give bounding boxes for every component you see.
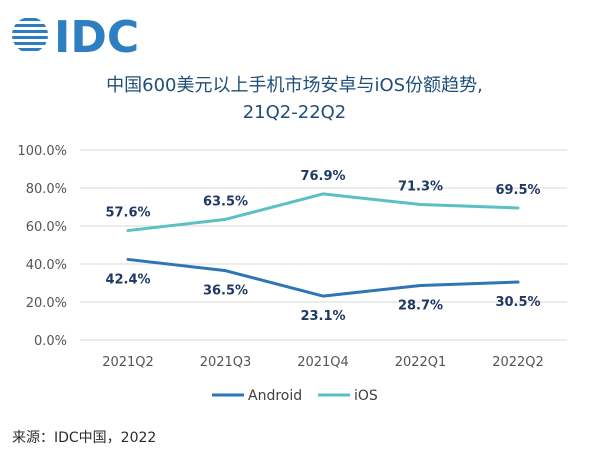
- data-label: 63.5%: [203, 194, 248, 209]
- series-lines: [126, 192, 520, 298]
- y-tick-label: 0.0%: [34, 334, 67, 349]
- idc-logo: IDC: [8, 10, 148, 64]
- x-tick-label: 2022Q2: [492, 355, 544, 370]
- logo-text: IDC: [54, 12, 139, 60]
- data-label: 57.6%: [105, 206, 150, 221]
- y-tick-label: 20.0%: [26, 296, 67, 311]
- gridlines: [80, 149, 567, 341]
- x-tick-label: 2021Q4: [297, 355, 349, 370]
- data-labels: 42.4% 36.5% 23.1% 28.7% 30.5% 57.6% 63.5% 76.9%…: [105, 169, 540, 324]
- data-label: 71.3%: [398, 180, 443, 195]
- data-label: 36.5%: [203, 284, 248, 299]
- data-label: 76.9%: [300, 169, 345, 184]
- data-label: 69.5%: [495, 183, 540, 198]
- chart-title: 中国600美元以上手机市场安卓与iOS份额趋势,: [106, 75, 483, 96]
- series-line-android: [126, 257, 520, 298]
- y-tick-label: 100.0%: [17, 144, 67, 159]
- y-tick-label: 80.0%: [26, 182, 67, 197]
- x-tick-label: 2022Q1: [395, 355, 447, 370]
- legend-label: iOS: [354, 388, 378, 404]
- series-line-ios: [126, 192, 520, 233]
- x-tick-label: 2021Q2: [102, 355, 154, 370]
- data-label: 42.4%: [105, 272, 150, 287]
- data-label: 28.7%: [398, 298, 443, 313]
- idc-logo-mark: IDC: [12, 12, 139, 63]
- source-note: 来源：IDC中国，2022: [12, 430, 157, 446]
- x-tick-label: 2021Q3: [200, 355, 252, 370]
- chart-title-block: 中国600美元以上手机市场安卓与iOS份额趋势, 21Q2-22Q2: [0, 72, 589, 126]
- y-tick-label: 60.0%: [26, 220, 67, 235]
- x-axis-tick-labels: 2021Q2 2021Q3 2021Q4 2022Q1 2022Q2: [102, 355, 544, 370]
- data-label: 30.5%: [495, 295, 540, 310]
- legend-label: Android: [248, 388, 302, 404]
- data-label: 23.1%: [300, 309, 345, 324]
- y-tick-label: 40.0%: [26, 258, 67, 273]
- y-axis-tick-labels: 0.0% 20.0% 40.0% 60.0% 80.0% 100.0%: [17, 144, 67, 349]
- chart-subtitle: 21Q2-22Q2: [242, 102, 347, 123]
- legend: Android iOS: [212, 388, 378, 404]
